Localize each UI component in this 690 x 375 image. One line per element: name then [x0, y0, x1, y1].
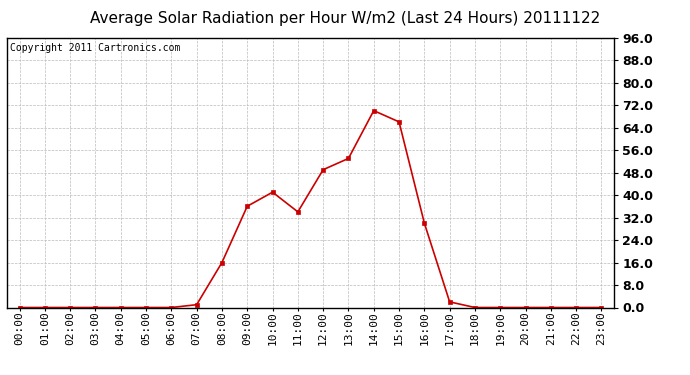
Text: Copyright 2011 Cartronics.com: Copyright 2011 Cartronics.com [10, 43, 180, 53]
Text: Average Solar Radiation per Hour W/m2 (Last 24 Hours) 20111122: Average Solar Radiation per Hour W/m2 (L… [90, 11, 600, 26]
